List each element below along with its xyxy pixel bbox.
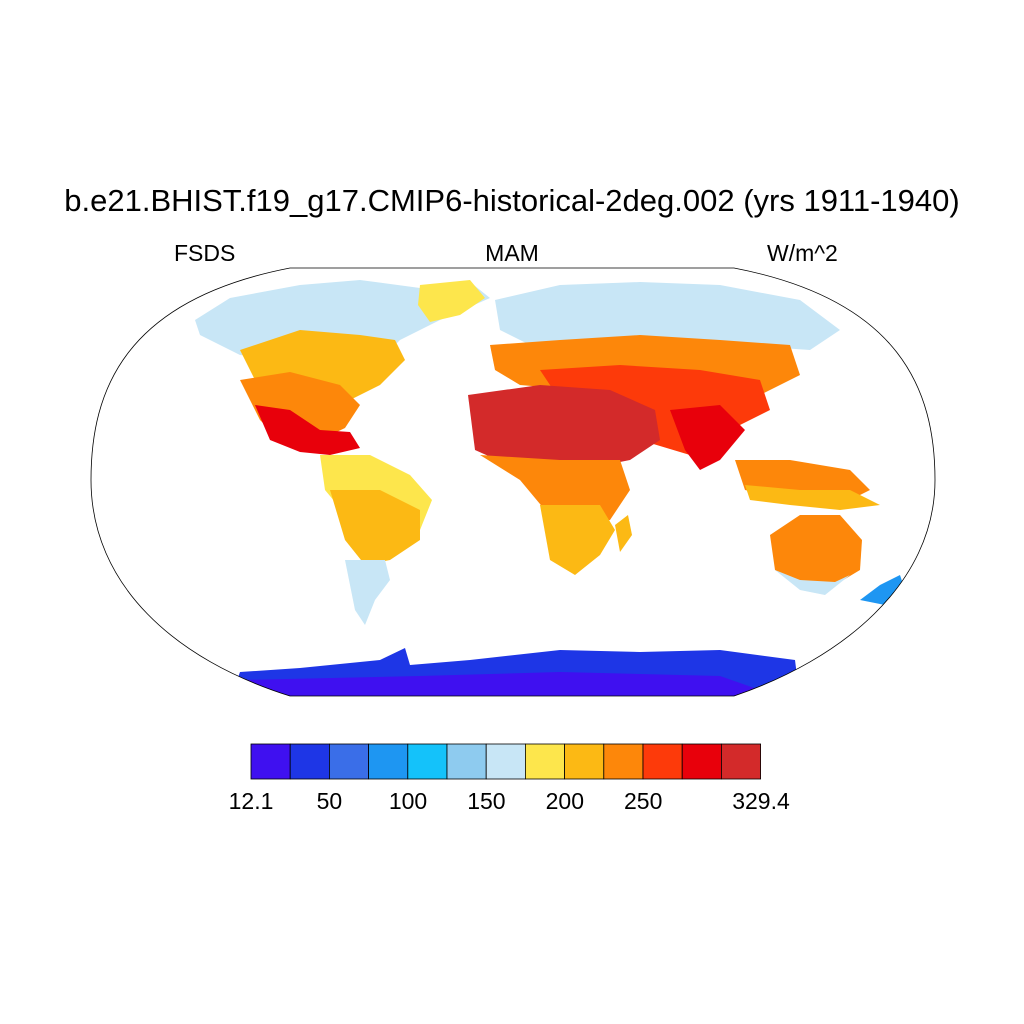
eurasia-north bbox=[495, 282, 840, 350]
colorbar-tick-label: 329.4 bbox=[732, 788, 790, 814]
colorbar-swatch bbox=[485, 743, 526, 780]
south-america-south bbox=[345, 560, 390, 625]
colorbar bbox=[250, 743, 762, 780]
colorbar-swatch bbox=[407, 743, 448, 780]
australia-south bbox=[775, 570, 850, 595]
south-africa bbox=[540, 505, 615, 575]
colorbar-swatch bbox=[681, 743, 722, 780]
colorbar-tick-label: 100 bbox=[388, 788, 428, 814]
colorbar-tick-label: 200 bbox=[545, 788, 584, 814]
india bbox=[670, 405, 745, 470]
colorbar-tick-label: 150 bbox=[467, 788, 506, 814]
colorbar-swatch bbox=[721, 743, 762, 780]
north-africa bbox=[468, 385, 660, 470]
south-america-mid bbox=[330, 490, 420, 565]
variable-label: FSDS bbox=[174, 240, 236, 266]
antarctica-interior bbox=[240, 672, 760, 696]
central-america bbox=[255, 405, 360, 455]
new-zealand bbox=[860, 575, 905, 605]
colorbar-swatch bbox=[328, 743, 369, 780]
indonesia bbox=[745, 485, 880, 510]
season-label: MAM bbox=[485, 240, 539, 266]
colorbar-tick-label: 50 bbox=[316, 788, 343, 814]
colorbar-swatch bbox=[642, 743, 683, 780]
colorbar-swatch bbox=[446, 743, 487, 780]
colorbar-swatch bbox=[603, 743, 644, 780]
colorbar-swatch bbox=[525, 743, 566, 780]
colorbar-swatch bbox=[289, 743, 330, 780]
colorbar-swatch bbox=[250, 743, 291, 780]
greenland bbox=[418, 280, 485, 322]
units-label: W/m^2 bbox=[767, 240, 838, 266]
colorbar-tick-label: 250 bbox=[624, 788, 663, 814]
colorbar-tick-label: 12.1 bbox=[228, 788, 274, 814]
figure-title: b.e21.BHIST.f19_g17.CMIP6-historical-2de… bbox=[64, 183, 960, 218]
colorbar-swatch bbox=[368, 743, 409, 780]
madagascar bbox=[615, 515, 632, 552]
globe-outline bbox=[90, 267, 936, 697]
australia bbox=[770, 515, 862, 585]
colorbar-swatch bbox=[564, 743, 605, 780]
